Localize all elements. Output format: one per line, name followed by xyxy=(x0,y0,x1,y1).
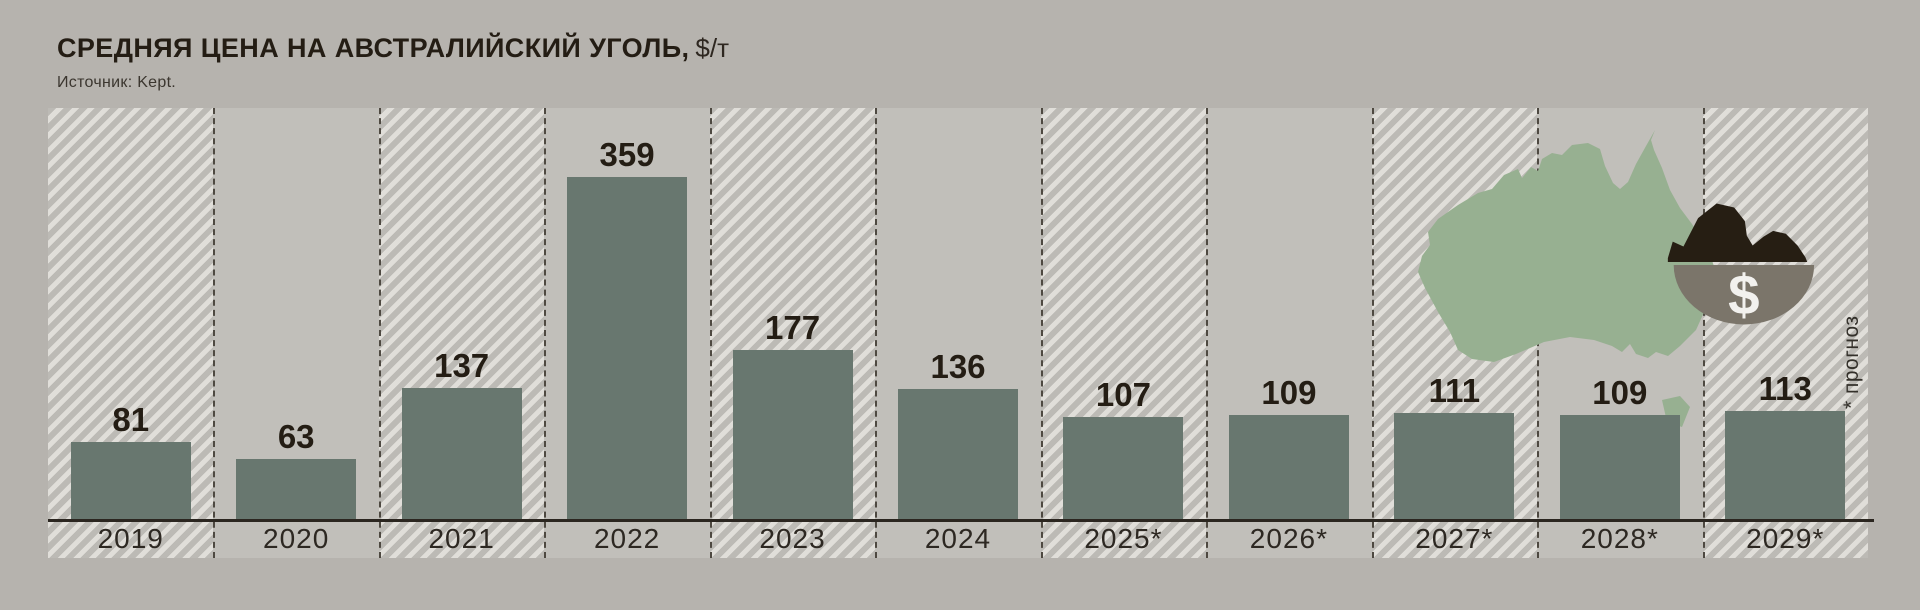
chart-column: 2022 xyxy=(544,108,710,558)
chart-area: 2019 2020 2021 2022 2023 2024 2025* 2026* 2027* 2… xyxy=(48,108,1874,558)
dollar-sign: $ xyxy=(1728,264,1759,327)
chart-title: СРЕДНЯЯ ЦЕНА НА АВСТРАЛИЙСКИЙ УГОЛЬ, xyxy=(57,33,690,63)
chart-column: 2021 xyxy=(378,108,545,558)
forecast-footnote: * прогноз xyxy=(1840,315,1863,409)
category-label: 2026* xyxy=(1249,523,1328,554)
coal-dollar-bowl-icon: $ xyxy=(1667,203,1815,327)
chart-column: 2024 xyxy=(875,108,1041,558)
category-label: 2025* xyxy=(1084,523,1163,554)
chart-column: 2023 xyxy=(709,108,876,558)
page-title: СРЕДНЯЯ ЦЕНА НА АВСТРАЛИЙСКИЙ УГОЛЬ, $/т xyxy=(57,33,729,64)
bowl-icon xyxy=(1673,264,1815,325)
category-label: 2022 xyxy=(593,523,661,554)
category-label: 2029* xyxy=(1746,523,1825,554)
category-label: 2028* xyxy=(1580,523,1659,554)
category-label: 2021 xyxy=(428,523,495,554)
coal-lumps-icon xyxy=(1667,203,1808,263)
chart-column: 2019 xyxy=(48,108,214,558)
category-label: 2024 xyxy=(924,523,992,554)
x-axis-line xyxy=(48,519,1874,522)
category-label: 2019 xyxy=(97,523,164,554)
chart-column: 2020 xyxy=(213,108,379,558)
chart-column: 2025* xyxy=(1040,108,1207,558)
category-label: 2027* xyxy=(1415,523,1494,554)
source-label: Источник: Kept. xyxy=(57,74,177,91)
chart-column: 2026* xyxy=(1206,108,1372,558)
category-label: 2023 xyxy=(759,523,826,554)
category-label: 2020 xyxy=(263,523,330,554)
chart-unit: $/т xyxy=(695,33,730,63)
